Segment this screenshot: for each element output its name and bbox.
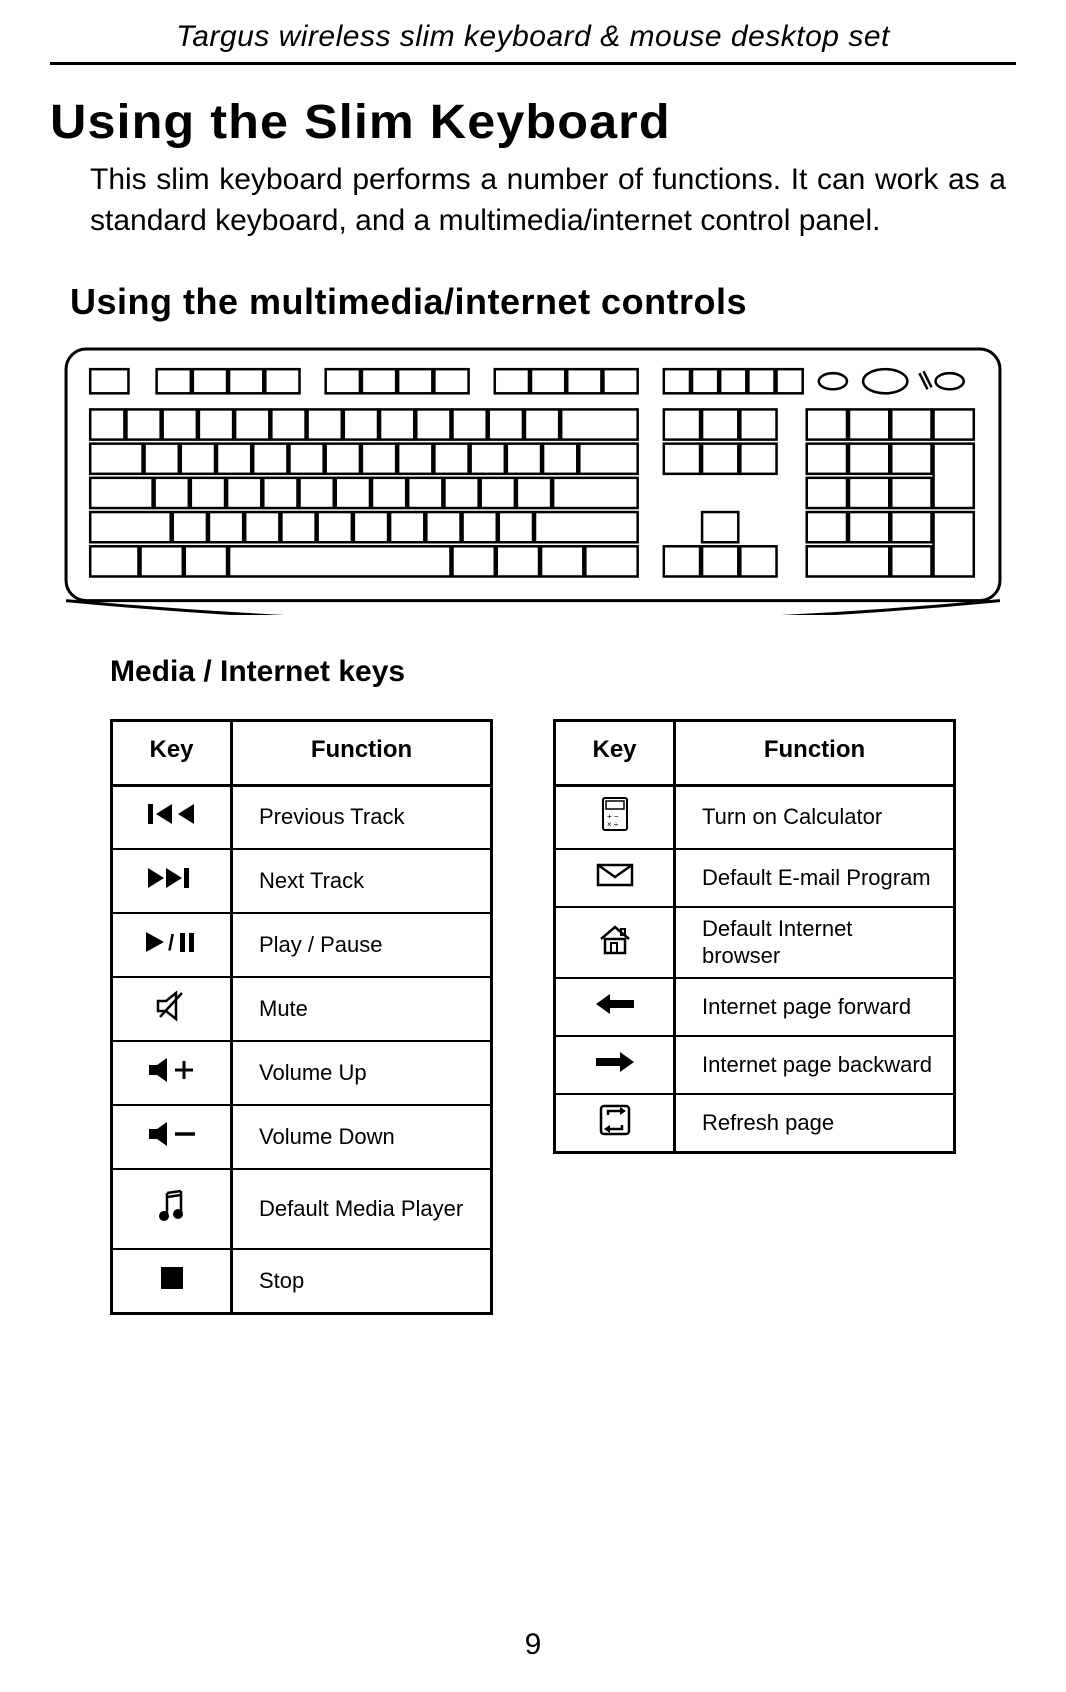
table1-header-key: Key <box>112 720 232 785</box>
table2-header-key: Key <box>555 720 675 785</box>
next-track-icon <box>144 864 200 898</box>
table-row: Next Track <box>112 849 492 913</box>
arrow-left-icon <box>592 992 638 1022</box>
fn-label: Previous Track <box>232 785 492 849</box>
page-number: 9 <box>0 1628 1066 1662</box>
volume-up-icon <box>145 1055 199 1091</box>
table-row: / Play / Pause <box>112 913 492 977</box>
fn-label: Refresh page <box>675 1094 955 1153</box>
volume-down-icon <box>145 1119 199 1155</box>
table-row: Previous Track <box>112 785 492 849</box>
fn-label: Default E-mail Program <box>675 849 955 907</box>
fn-label: Default Media Player <box>232 1169 492 1249</box>
arrow-right-icon <box>592 1050 638 1080</box>
table-row: Default E-mail Program <box>555 849 955 907</box>
previous-track-icon <box>144 800 200 834</box>
fn-label: Stop <box>232 1249 492 1313</box>
svg-text:/: / <box>168 930 174 955</box>
fn-label: Internet page forward <box>675 978 955 1036</box>
table-row: Default Media Player <box>112 1169 492 1249</box>
intro-paragraph: This slim keyboard performs a number of … <box>50 160 1016 241</box>
table1-header-fn: Function <box>232 720 492 785</box>
music-note-icon <box>155 1187 189 1231</box>
page-title: Using the Slim Keyboard <box>50 95 1064 150</box>
table2-header-fn: Function <box>675 720 955 785</box>
fn-label: Volume Up <box>232 1041 492 1105</box>
fn-label: Volume Down <box>232 1105 492 1169</box>
table-row: Mute <box>112 977 492 1041</box>
document-header: Targus wireless slim keyboard & mouse de… <box>50 20 1016 65</box>
fn-label: Play / Pause <box>232 913 492 977</box>
email-icon <box>595 861 635 895</box>
keyboard-diagram <box>50 343 1016 615</box>
svg-text:× ÷: × ÷ <box>607 820 619 829</box>
home-icon <box>597 923 633 963</box>
media-keys-table-1: Key Function Previous Track Next Track / <box>110 719 493 1315</box>
section-label: Media / Internet keys <box>50 655 1016 689</box>
sub-heading: Using the multimedia/internet controls <box>50 281 1016 323</box>
play-pause-icon: / <box>142 928 202 962</box>
fn-label: Next Track <box>232 849 492 913</box>
table-row: Volume Up <box>112 1041 492 1105</box>
table-row: Default Internet browser <box>555 907 955 978</box>
refresh-icon <box>598 1103 632 1143</box>
table-row: Refresh page <box>555 1094 955 1153</box>
table-row: + −× ÷ Turn on Calculator <box>555 785 955 849</box>
fn-label: Mute <box>232 977 492 1041</box>
calculator-icon: + −× ÷ <box>600 795 630 839</box>
fn-label: Internet page backward <box>675 1036 955 1094</box>
table-row: Internet page forward <box>555 978 955 1036</box>
stop-icon <box>159 1265 185 1297</box>
table-row: Stop <box>112 1249 492 1313</box>
table-row: Volume Down <box>112 1105 492 1169</box>
media-keys-table-2: Key Function + −× ÷ Turn on Calculator D… <box>553 719 956 1154</box>
mute-icon <box>152 989 192 1029</box>
fn-label: Default Internet browser <box>675 907 955 978</box>
fn-label: Turn on Calculator <box>675 785 955 849</box>
table-row: Internet page backward <box>555 1036 955 1094</box>
